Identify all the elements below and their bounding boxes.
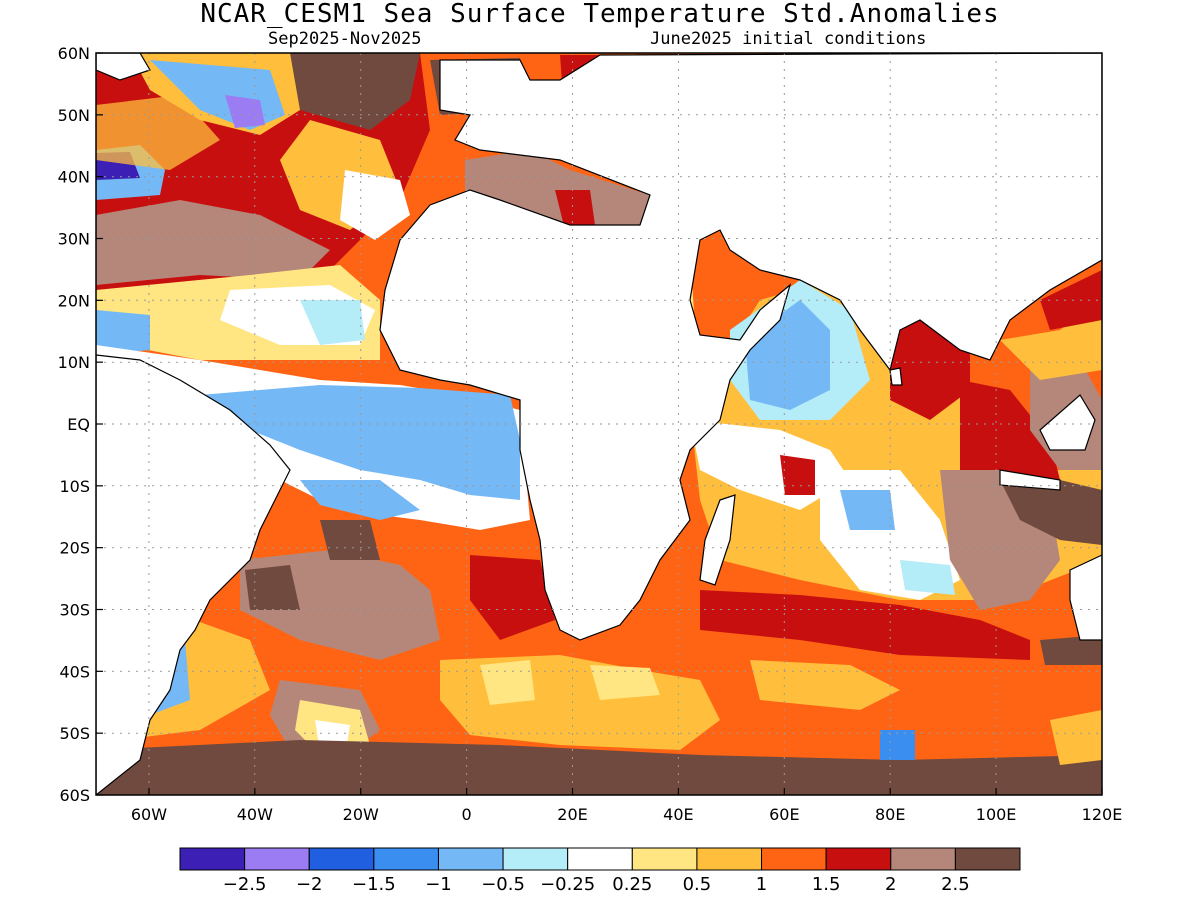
colorbar-swatch bbox=[308, 847, 375, 871]
colorbar-swatch bbox=[179, 847, 246, 871]
colorbar-label: 0.5 bbox=[683, 874, 712, 895]
lat-label: 60S bbox=[59, 786, 90, 805]
colorbar-swatch bbox=[696, 847, 763, 871]
anomaly-patches bbox=[96, 53, 1102, 795]
lat-label: 20S bbox=[59, 539, 90, 558]
lat-label: 30S bbox=[59, 601, 90, 620]
colorbar-label: −2 bbox=[296, 874, 323, 895]
colorbar-label: −1 bbox=[425, 874, 452, 895]
colorbar-swatch bbox=[825, 847, 892, 871]
lon-label: 40E bbox=[663, 805, 693, 824]
lon-label: 60E bbox=[769, 805, 799, 824]
colorbar-swatch bbox=[244, 847, 310, 871]
axis-ticks bbox=[96, 52, 1103, 796]
lat-label: 50N bbox=[58, 106, 90, 125]
colorbar-swatch bbox=[761, 847, 827, 871]
colorbar-swatch bbox=[437, 847, 504, 871]
colorbar-swatch bbox=[631, 847, 698, 871]
lon-label: 20W bbox=[343, 805, 379, 824]
colorbar-label: −2.5 bbox=[223, 874, 267, 895]
lon-label: 60W bbox=[131, 805, 167, 824]
lon-label: 40W bbox=[237, 805, 273, 824]
lat-label: 10N bbox=[58, 353, 90, 372]
colorbar-label: −0.25 bbox=[540, 874, 595, 895]
land bbox=[96, 53, 1102, 795]
chart-title: NCAR_CESM1 Sea Surface Temperature Std.A… bbox=[200, 0, 1000, 29]
lon-label: 20E bbox=[557, 805, 587, 824]
colorbar-label: 2 bbox=[885, 874, 896, 895]
lat-label: 50S bbox=[59, 724, 90, 743]
longitude-labels: 60W 40W 20W 0 20E 40E 60E 80E 100E 120E bbox=[131, 805, 1122, 824]
initial-conditions: June2025 initial conditions bbox=[650, 29, 927, 49]
lat-label: 20N bbox=[58, 291, 90, 310]
lat-label: 30N bbox=[58, 230, 90, 249]
lon-label: 80E bbox=[875, 805, 905, 824]
colorbar-swatches bbox=[179, 847, 1021, 871]
lon-label: 0 bbox=[462, 805, 472, 824]
colorbar-label: 1.5 bbox=[812, 874, 841, 895]
lat-label: 10S bbox=[59, 477, 90, 496]
colorbar-label: 1 bbox=[756, 874, 767, 895]
colorbar-label: −1.5 bbox=[352, 874, 396, 895]
map-plot-area bbox=[96, 53, 1102, 795]
forecast-period: Sep2025-Nov2025 bbox=[268, 29, 422, 49]
lon-label: 100E bbox=[976, 805, 1017, 824]
latitude-labels: 60N 50N 40N 30N 20N 10N EQ 10S 20S 30S 40S 50S 60S bbox=[58, 44, 90, 805]
lat-label: 40S bbox=[59, 662, 90, 681]
lat-label: 40N bbox=[58, 168, 90, 187]
colorbar-swatch bbox=[890, 847, 956, 871]
lat-label: EQ bbox=[67, 415, 90, 434]
colorbar-label: 0.25 bbox=[612, 874, 652, 895]
colorbar-swatch bbox=[502, 847, 569, 871]
lon-label: 120E bbox=[1082, 805, 1123, 824]
colorbar-label: −0.5 bbox=[481, 874, 525, 895]
colorbar-label: 2.5 bbox=[941, 874, 970, 895]
colorbar-labels: −2.5 −2 −1.5 −1 −0.5 −0.25 0.25 0.5 1 1.5 2 2.5 bbox=[223, 874, 970, 895]
colorbar-swatch bbox=[567, 847, 633, 871]
lat-label: 60N bbox=[58, 44, 90, 63]
colorbar-swatch bbox=[373, 847, 439, 871]
colorbar-swatch bbox=[954, 847, 1021, 871]
